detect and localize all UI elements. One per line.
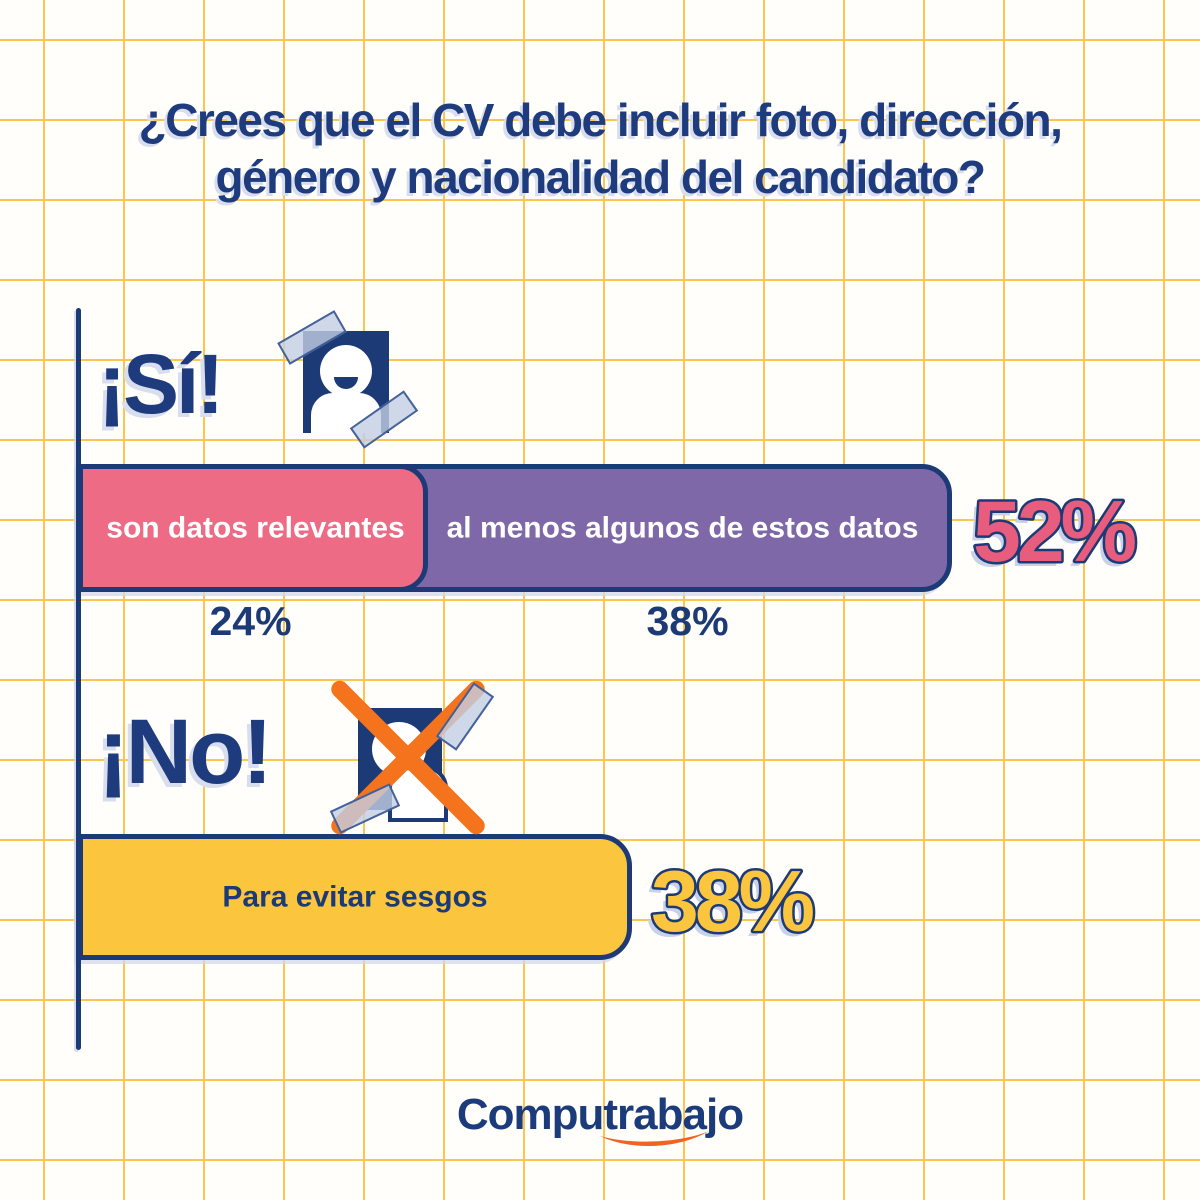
total-percent-no-shadow: 38% [646, 859, 809, 955]
category-label-no: ¡No! [98, 701, 273, 803]
segment-percent-algunos: 38% [646, 598, 729, 644]
total-percent-si-value: 52% [973, 484, 1136, 580]
total-percent-no: 38% 38% [646, 852, 820, 956]
page-title-line-1: ¿Crees que el CV debe incluir foto, dire… [138, 94, 1063, 146]
total-percent-si: 52% 52% [968, 482, 1142, 586]
person-smile [334, 377, 358, 389]
page-title-line-2: género y nacionalidad del candidato? [215, 151, 986, 204]
logo-swoosh-icon [600, 1131, 709, 1147]
chart-axis-line [76, 308, 81, 1050]
total-percent-no-value: 38% [651, 854, 814, 950]
category-label-si: ¡Sí! [98, 337, 224, 431]
cv-photo-icon [277, 310, 419, 449]
person-head [320, 345, 372, 397]
bar-no: Para evitar sesgos [78, 834, 632, 960]
segment-percent-relevantes: 24% [209, 598, 292, 644]
bar-segment-relevantes-label: son datos relevantes [106, 511, 405, 545]
bar-segment-algunos-label: al menos algunos de estos datos [446, 511, 919, 545]
page-title: ¿Crees que el CV debe incluir foto, dire… [0, 92, 1200, 206]
bar-segment-relevantes [78, 464, 428, 592]
bar-segment-sesgos-label: Para evitar sesgos [222, 880, 488, 914]
bar-si: son datos relevantes al menos algunos de… [78, 464, 952, 592]
cv-photo-crossed-icon [327, 677, 495, 838]
computrabajo-logo: Computrabajo [456, 1090, 744, 1139]
total-percent-si-shadow: 52% [968, 489, 1131, 585]
